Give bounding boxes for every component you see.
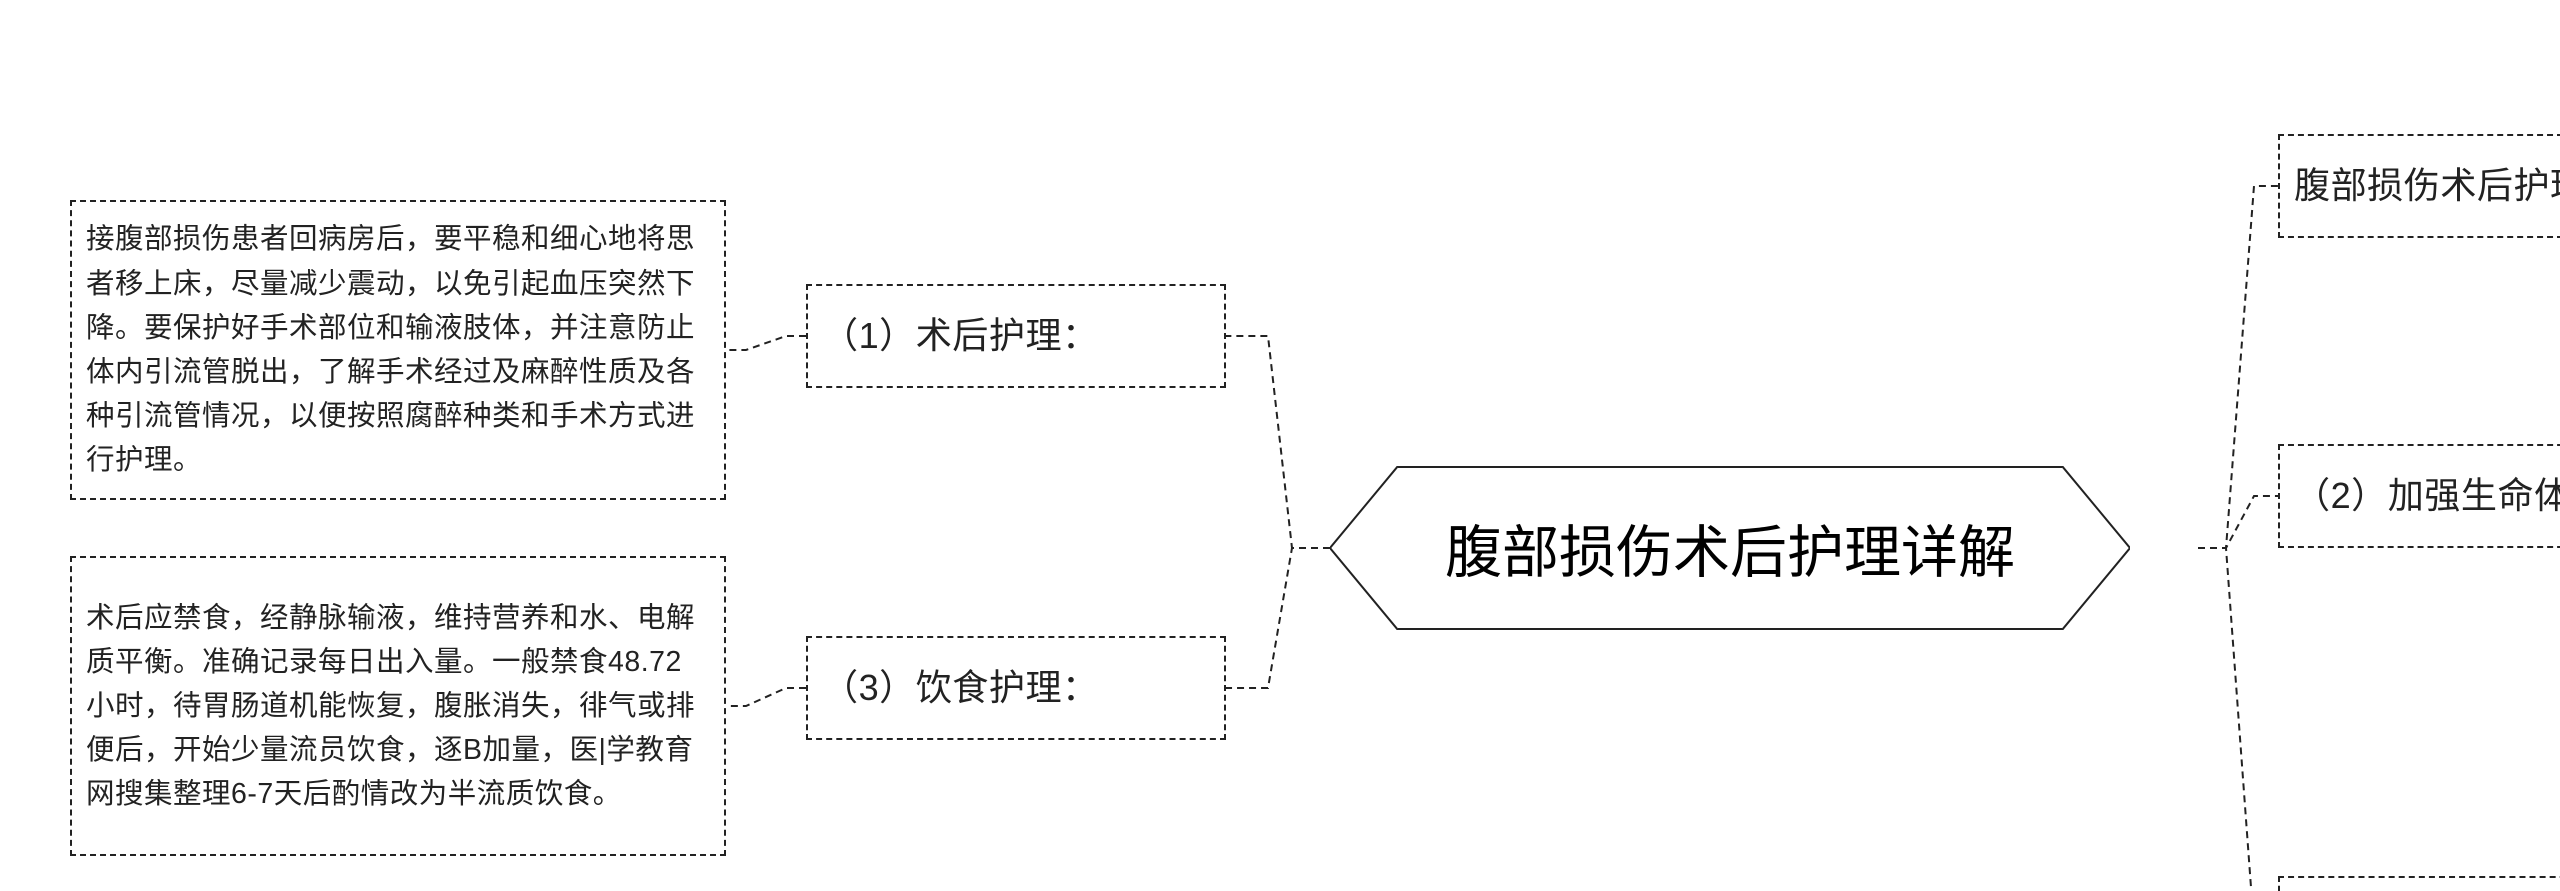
left-branch-1-detail-text: 接腹部损伤患者回病房后，要平稳和细心地将思者移上床，尽量减少震动，以免引起血压突… <box>86 217 710 482</box>
right-branch-1-label: 腹部损伤术后护理详解： <box>2278 134 2560 238</box>
right-branch-1-label-text: 腹部损伤术后护理详解： <box>2294 158 2560 214</box>
left-branch-1-label: （1）术后护理： <box>806 284 1226 388</box>
left-branch-1-detail: 接腹部损伤患者回病房后，要平稳和细心地将思者移上床，尽量减少震动，以免引起血压突… <box>70 200 726 500</box>
left-branch-2-detail: 术后应禁食，经静脉输液，维持营养和水、电解质平衡。准确记录每日出入量。一般禁食4… <box>70 556 726 856</box>
root-cap-right <box>2062 466 2130 630</box>
root-node: 腹部损伤术后护理详解 <box>1330 466 2130 630</box>
left-branch-2-detail-text: 术后应禁食，经静脉输液，维持营养和水、电解质平衡。准确记录每日出入量。一般禁食4… <box>86 596 710 817</box>
right-branch-2-label: （2）加强生命体征的观察： <box>2278 444 2560 548</box>
root-cap-left <box>1330 466 1398 630</box>
root-title-text: 腹部损伤术后护理详解 <box>1445 507 2015 589</box>
right-branch-3-label: （4）做好各种引流管的护理： <box>2278 876 2560 891</box>
left-branch-2-label-text: （3）饮食护理： <box>822 660 1099 716</box>
left-branch-2-label: （3）饮食护理： <box>806 636 1226 740</box>
left-branch-1-label-text: （1）术后护理： <box>822 308 1099 364</box>
right-branch-2-label-text: （2）加强生命体征的观察： <box>2294 468 2560 524</box>
root-title: 腹部损伤术后护理详解 <box>1398 466 2062 630</box>
